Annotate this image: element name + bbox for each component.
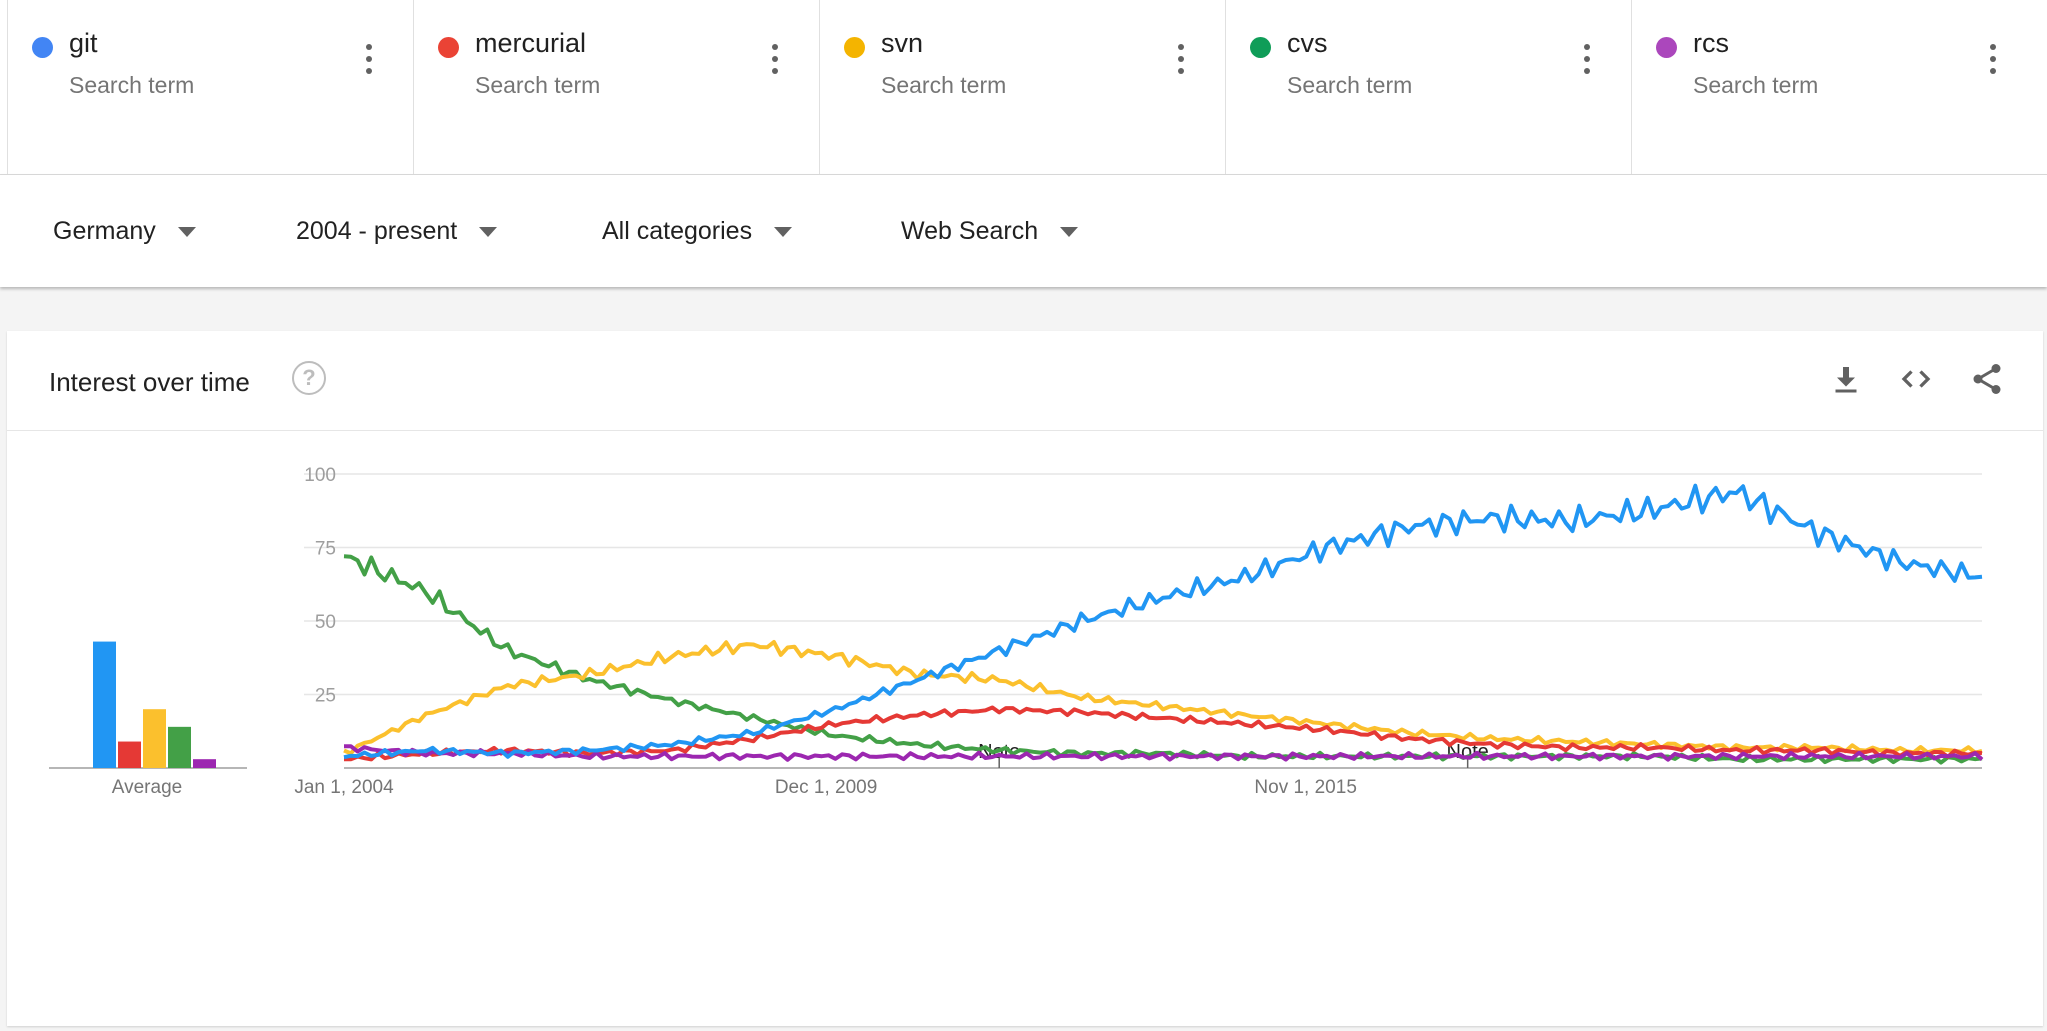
chart-grid	[304, 473, 1982, 769]
series-line-git	[343, 483, 1983, 760]
chart-axis-labels: 25 50 75 100 Jan 1, 2004 Dec 1, 2009 Nov 1, 20…	[294, 465, 1357, 798]
term-color-dot	[844, 37, 865, 58]
term-type: Search term	[1693, 72, 1819, 98]
y-tick-label: 25	[315, 686, 336, 707]
caret-down-icon	[774, 226, 793, 237]
more-vert-icon[interactable]	[1989, 44, 1997, 78]
time-range-dropdown[interactable]: 2004 - present	[296, 217, 498, 246]
more-vert-icon[interactable]	[771, 44, 779, 78]
caret-down-icon	[1060, 226, 1079, 237]
time-range-value: 2004 - present	[296, 217, 458, 245]
more-vert-icon[interactable]	[365, 44, 373, 78]
category-value: All categories	[602, 217, 753, 245]
term-color-dot	[1656, 37, 1677, 58]
help-circle-icon[interactable]: ?	[292, 361, 326, 395]
x-tick-label: Nov 1, 2015	[1254, 777, 1356, 798]
card-header: Interest over time ?	[7, 331, 2043, 431]
y-tick-label: 75	[315, 539, 336, 560]
more-vert-icon[interactable]	[1583, 44, 1591, 78]
share-icon[interactable]	[1969, 361, 2005, 397]
filter-bar: Germany 2004 - present All categories We…	[0, 175, 2047, 287]
chart-series	[343, 483, 1984, 765]
term-card-git[interactable]: git Search term	[7, 0, 413, 174]
term-name: rcs	[1693, 28, 1729, 58]
embed-code-icon[interactable]	[1898, 361, 1934, 397]
series-line-svn	[343, 640, 1983, 756]
y-tick-label: 100	[304, 465, 336, 486]
average-bar-chart: Average	[49, 641, 247, 798]
interest-over-time-card: Interest over time ? Average Note Note 25…	[7, 331, 2043, 1026]
term-name: cvs	[1287, 28, 1328, 58]
caret-down-icon	[479, 226, 498, 237]
term-card-mercurial[interactable]: mercurial Search term	[413, 0, 819, 174]
term-color-dot	[32, 37, 53, 58]
average-bar-mercurial	[118, 741, 141, 768]
average-label: Average	[112, 777, 182, 798]
average-bar-rcs	[193, 759, 216, 768]
card-title: Interest over time	[49, 367, 250, 397]
average-bar-svn	[143, 709, 166, 768]
term-type: Search term	[69, 72, 195, 98]
average-bar-cvs	[168, 726, 191, 768]
term-name: svn	[881, 28, 924, 58]
term-card-svn[interactable]: svn Search term	[819, 0, 1225, 174]
term-type: Search term	[881, 72, 1007, 98]
category-dropdown[interactable]: All categories	[602, 217, 793, 246]
term-type: Search term	[1287, 72, 1413, 98]
download-icon[interactable]	[1828, 361, 1864, 397]
term-type: Search term	[475, 72, 601, 98]
y-tick-label: 50	[315, 612, 336, 633]
x-tick-label: Jan 1, 2004	[294, 777, 394, 798]
term-name: git	[69, 28, 98, 58]
search-property-dropdown[interactable]: Web Search	[901, 217, 1079, 246]
more-vert-icon[interactable]	[1177, 44, 1185, 78]
term-color-dot	[1250, 37, 1271, 58]
caret-down-icon	[177, 226, 196, 237]
term-name: mercurial	[475, 28, 587, 58]
region-value: Germany	[53, 217, 156, 245]
x-tick-label: Dec 1, 2009	[775, 777, 877, 798]
series-line-rcs	[344, 744, 1984, 762]
series-line-cvs	[343, 554, 1983, 765]
region-dropdown[interactable]: Germany	[53, 217, 196, 246]
search-property-value: Web Search	[901, 217, 1039, 245]
average-bar-git	[93, 641, 116, 768]
term-card-cvs[interactable]: cvs Search term	[1225, 0, 1631, 174]
term-color-dot	[438, 37, 459, 58]
search-terms-bar: git Search term mercurial Search term sv…	[0, 0, 2047, 175]
term-card-rcs[interactable]: rcs Search term	[1631, 0, 2037, 174]
